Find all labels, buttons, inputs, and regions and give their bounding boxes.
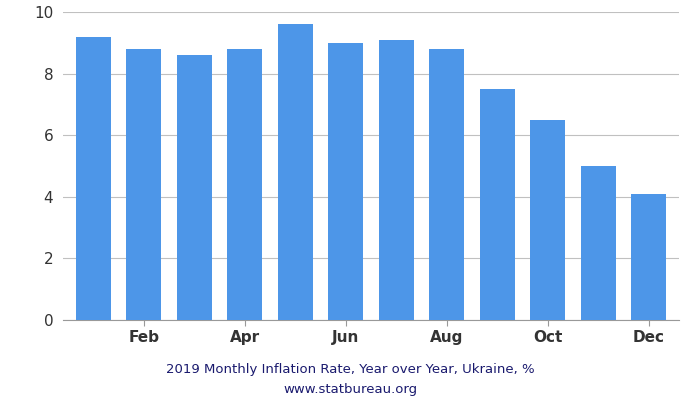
Text: 2019 Monthly Inflation Rate, Year over Year, Ukraine, %: 2019 Monthly Inflation Rate, Year over Y… (166, 364, 534, 376)
Bar (176, 55, 212, 320)
Bar (278, 24, 313, 320)
Bar (580, 166, 616, 320)
Text: www.statbureau.org: www.statbureau.org (283, 384, 417, 396)
Bar (227, 49, 262, 320)
Bar (126, 49, 162, 320)
Bar (429, 49, 464, 320)
Bar (480, 89, 515, 320)
Bar (530, 120, 566, 320)
Bar (76, 37, 111, 320)
Bar (328, 43, 363, 320)
Bar (631, 194, 666, 320)
Bar (379, 40, 414, 320)
